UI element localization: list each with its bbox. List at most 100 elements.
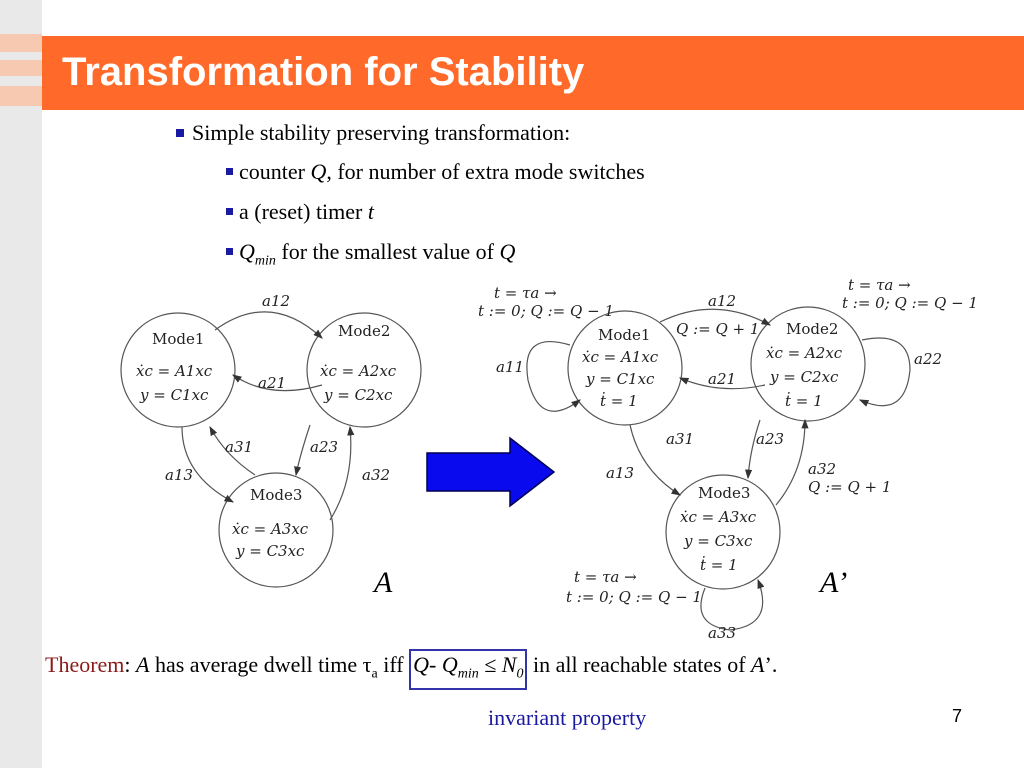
edge-label-a21: a21 (258, 374, 286, 392)
edge-prime-label-a33: a33 (708, 624, 736, 642)
guard-self3-line2: t := 0; Q := Q − 1 (566, 588, 702, 606)
slide-title: Transformation for Stability (62, 50, 585, 94)
edge-prime-label-a23: a23 (756, 430, 784, 448)
theorem-text: iff (377, 652, 410, 677)
bullet-text: for the smallest value of (275, 239, 500, 264)
bullet-text: Simple stability preserving transformati… (192, 120, 571, 145)
mode2-prime-eq2: y = C2xc (769, 368, 839, 386)
edge-prime-a11 (526, 341, 581, 412)
edge-label-a32: a32 (362, 466, 390, 484)
guard-self1-line2: t := 0; Q := Q − 1 (478, 302, 614, 320)
title-bar (42, 36, 1024, 110)
label-a: A (374, 566, 393, 599)
mode2-name: Mode2 (338, 322, 390, 340)
mode1-prime-eq2: y = C1xc (585, 370, 655, 388)
mode3-prime-name: Mode3 (698, 484, 750, 502)
mode1-eq2: y = C1xc (139, 386, 209, 404)
mode1-prime-name: Mode1 (598, 326, 650, 344)
mode3-prime-eq1: ẋc = A3xc (680, 508, 757, 526)
edge-prime-label-a31: a31 (666, 430, 694, 448)
page-number: 7 (952, 706, 963, 726)
edge-label-a13: a13 (165, 466, 193, 484)
diagram-a-prime-labels: Mode1 ẋc = A1xc y = C1xc ṫ = 1 Mode2 ẋc … (478, 276, 978, 642)
mode1-prime-state (567, 310, 683, 426)
reset-a32: Q := Q + 1 (808, 478, 891, 496)
invariant-box: Q- Qmin ≤ N0 (409, 649, 528, 691)
bullet-text: a (reset) timer (239, 199, 368, 224)
theorem-text: in all reachable states of (527, 652, 752, 677)
diagram-a-prime (526, 306, 911, 631)
bullet-marker (226, 248, 233, 256)
theorem-tau-sub: a (371, 666, 378, 682)
edge-prime-a13 (629, 424, 682, 496)
diagram-a-labels: Mode1 ẋc = A1xc y = C1xc Mode2 ẋc = A2xc… (136, 292, 397, 560)
bullet-marker (176, 128, 184, 137)
theorem-var-a: A (136, 652, 150, 677)
mode2-prime-name: Mode2 (786, 320, 838, 338)
guard-self2-line1: t = τa → (848, 276, 911, 294)
box-minus-q: - Q (429, 652, 458, 677)
decor-block (0, 34, 42, 52)
edge-prime-label-a11: a11 (496, 358, 524, 376)
mode2-eq2: y = C2xc (323, 386, 393, 404)
transform-arrow-icon (426, 436, 556, 508)
var-q: Q (499, 239, 516, 264)
var-t: t (367, 199, 374, 224)
box-q: Q (413, 652, 429, 677)
edge-a21 (232, 374, 323, 392)
edge-prime-label-a13: a13 (606, 464, 634, 482)
box-zero-sub: 0 (516, 666, 524, 682)
reset-a12: Q := Q + 1 (676, 320, 759, 338)
edge-prime-a23 (745, 419, 761, 480)
bullet-text: counter (239, 159, 311, 184)
label-a-prime: A’ (820, 566, 848, 599)
diagram-a (120, 311, 422, 588)
edge-prime-a32 (775, 418, 809, 506)
mode3-eq2: y = C3xc (235, 542, 305, 560)
mode1-state (120, 312, 236, 428)
edge-label-a23: a23 (310, 438, 338, 456)
edge-label-a31: a31 (225, 438, 253, 456)
mode3-prime-state (665, 474, 781, 590)
box-le-n: ≤ N (478, 652, 517, 677)
invariant-note: invariant property (488, 705, 647, 730)
theorem-keyword: Theorem (45, 652, 125, 677)
edge-a23 (294, 424, 311, 477)
edge-label-a12: a12 (262, 292, 290, 310)
theorem-text: has average dwell time τ (149, 652, 372, 677)
decor-block (0, 86, 42, 106)
mode2-eq1: ẋc = A2xc (320, 362, 397, 380)
guard-self3-line1: t = τa → (574, 568, 637, 586)
mode2-prime-eq3: ṫ = 1 (785, 392, 823, 410)
var-q: Q (310, 159, 327, 184)
edge-prime-label-a21: a21 (708, 370, 736, 388)
bullet-sub-timer: a (reset) timer t (226, 199, 374, 225)
edge-prime-a12 (659, 308, 772, 326)
edge-a32 (329, 425, 355, 521)
bullet-sub-counter: counter Q, for number of extra mode swit… (226, 159, 645, 185)
bullet-marker (226, 168, 233, 176)
theorem-colon: : (124, 652, 131, 677)
var-q: Q (239, 239, 255, 264)
bullet-text: , for number of extra mode switches (326, 159, 645, 184)
box-min-sub: min (457, 666, 479, 682)
mode1-prime-eq3: ṫ = 1 (600, 392, 638, 410)
mode2-state (306, 312, 422, 428)
edge-prime-label-a32: a32 (808, 460, 836, 478)
theorem-var-a: A (751, 652, 765, 677)
decor-block (0, 60, 42, 76)
edge-a13 (181, 426, 235, 503)
var-min-sub: min (254, 253, 276, 269)
guard-self2-line2: t := 0; Q := Q − 1 (842, 294, 978, 312)
mode1-name: Mode1 (152, 330, 204, 348)
mode3-prime-eq2: y = C3xc (683, 532, 753, 550)
theorem-line: Theorem: A has average dwell time τa iff… (45, 649, 777, 691)
mode3-eq1: ẋc = A3xc (232, 520, 309, 538)
edge-prime-a21 (678, 377, 766, 390)
guard-self1-line1: t = τa → (494, 284, 557, 302)
mode3-state (218, 472, 334, 588)
bullet-main: Simple stability preserving transformati… (176, 120, 570, 146)
edge-a12 (214, 311, 323, 339)
mode2-prime-eq1: ẋc = A2xc (766, 344, 843, 362)
bullet-marker (226, 208, 233, 216)
